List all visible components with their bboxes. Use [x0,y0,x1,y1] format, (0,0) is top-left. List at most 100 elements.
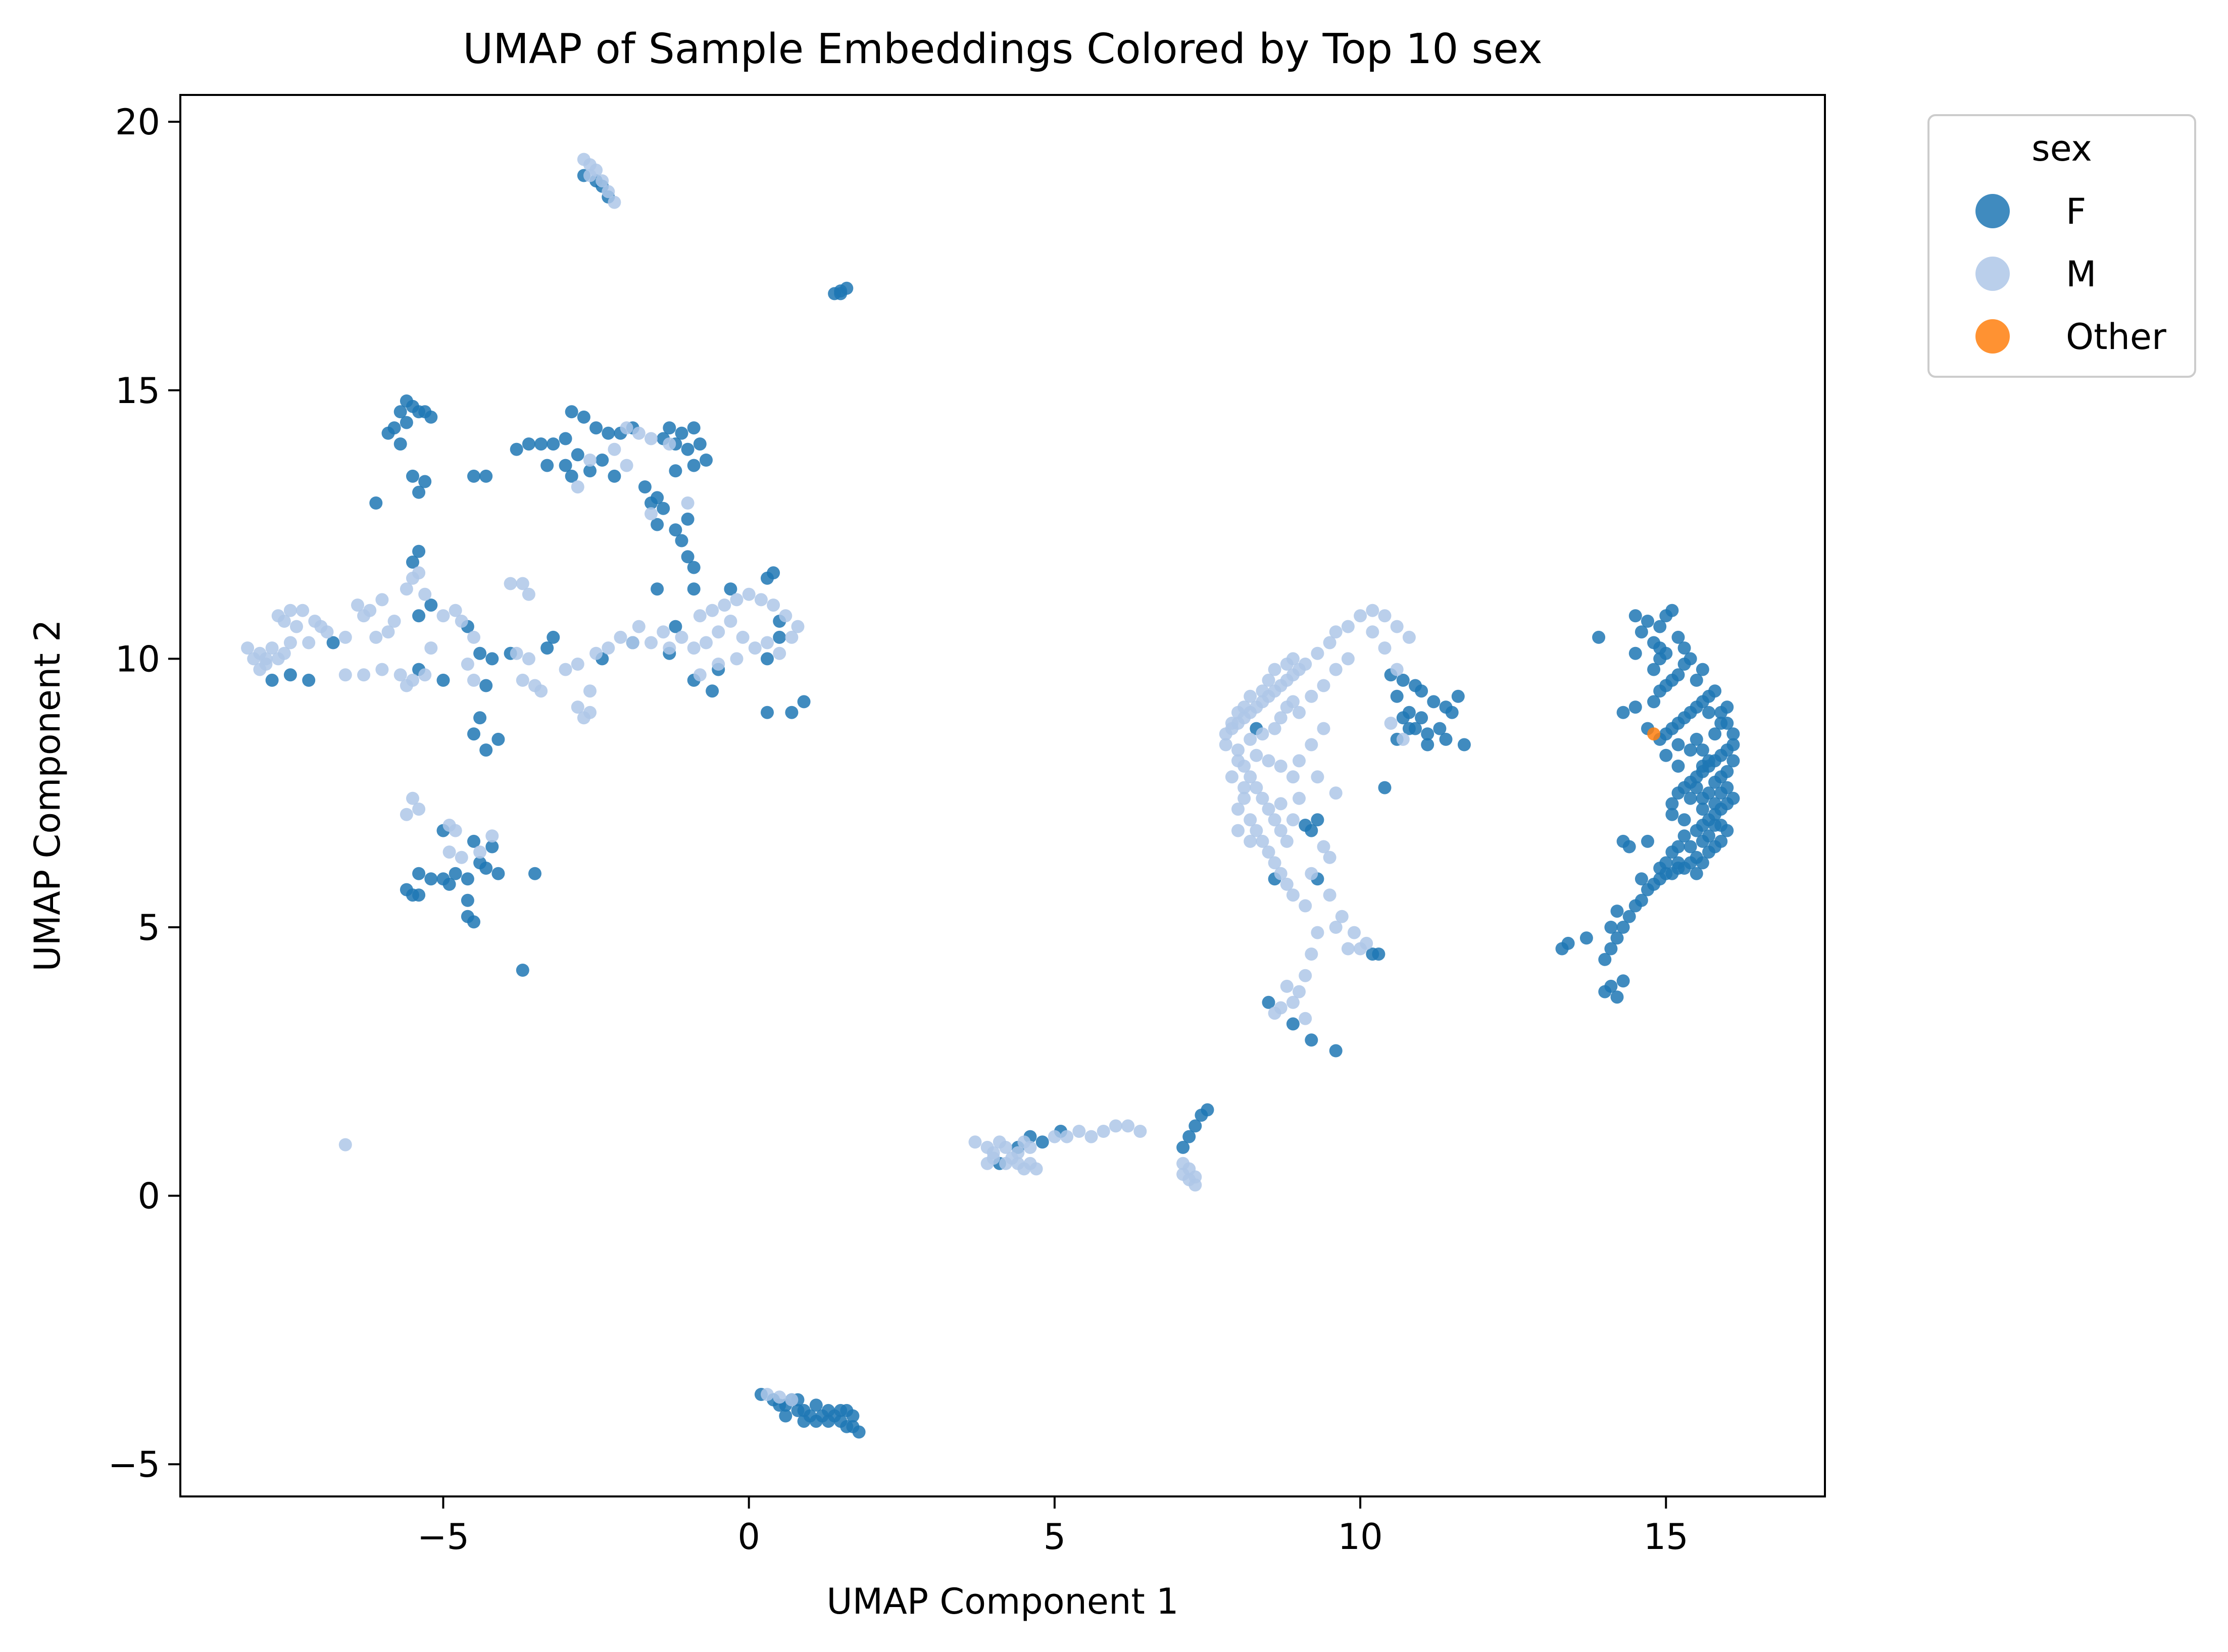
y-tick-label: 15 [115,370,160,412]
data-point [1072,1125,1086,1138]
data-point [1628,609,1642,623]
series-other [1647,727,1661,741]
data-point [1628,646,1642,660]
data-point [1720,781,1734,794]
data-point [669,464,682,478]
data-point [767,598,780,612]
data-point [1280,979,1294,993]
data-point [1635,893,1648,907]
data-point [473,845,487,859]
data-point [571,480,584,494]
data-point [1231,754,1245,768]
data-point [589,646,603,660]
data-point [1250,748,1263,762]
data-point [522,437,535,451]
data-point [1268,1007,1281,1020]
data-point [809,1398,823,1412]
data-point [1439,732,1453,746]
data-point [596,454,609,467]
data-point [467,915,480,929]
data-point [1726,738,1740,752]
data-point [1189,1119,1202,1133]
data-point [1305,689,1318,703]
data-point [986,1152,1000,1165]
data-point [1029,1162,1043,1176]
data-point [1311,646,1324,660]
data-point [1622,840,1636,854]
data-point [1372,947,1385,961]
data-point [1299,969,1312,982]
data-point [540,459,554,472]
data-point [761,1388,774,1401]
data-point [1604,921,1618,934]
data-point [1696,856,1709,870]
data-point [516,577,529,590]
data-point [1647,695,1661,709]
data-point [283,604,297,617]
data-point [565,469,578,483]
data-point [620,459,633,472]
data-point [1048,1130,1061,1143]
data-point [1702,829,1715,843]
data-point [1311,813,1324,827]
data-point [687,561,701,574]
data-point [577,410,590,424]
data-point [461,872,474,886]
data-point [1708,727,1722,741]
data-point [1133,1125,1147,1138]
data-point [1659,748,1673,762]
data-point [1219,738,1232,752]
data-point [338,630,352,644]
data-point [1335,910,1349,923]
data-point [516,964,529,977]
data-point [442,845,456,859]
data-point [681,496,695,510]
legend-frame [1927,114,2196,378]
data-point [1610,931,1624,945]
data-point [412,803,426,816]
data-point [326,636,340,649]
data-point [1726,727,1740,741]
data-point [436,609,450,623]
data-point [1244,834,1257,848]
data-point [406,556,419,569]
data-point [314,620,328,633]
data-point [693,668,707,682]
data-point [657,625,670,639]
data-point [1286,888,1300,902]
data-point [1378,781,1392,794]
data-point [1305,1033,1318,1047]
data-point [1610,990,1624,1004]
data-point [602,641,615,655]
data-point [706,604,719,617]
legend-label-f: F [2066,191,2086,232]
data-point [1671,738,1685,752]
data-point [338,668,352,682]
data-point [485,829,499,843]
data-point [1329,663,1343,676]
data-point [834,287,848,301]
data-point [467,673,480,687]
data-point [675,426,688,440]
legend-marker-m [1975,257,2010,291]
data-point [1696,791,1709,805]
data-point [1250,781,1263,794]
data-point [1323,636,1336,649]
data-point [1360,936,1373,950]
data-point [1641,834,1654,848]
data-point [375,663,389,676]
data-point [1684,652,1697,666]
data-point [1708,797,1722,811]
data-point [724,582,737,596]
data-point [1237,791,1251,805]
data-point [351,598,364,612]
data-point [1244,770,1257,784]
data-point [1421,727,1434,741]
data-point [1647,727,1661,741]
data-point [461,658,474,671]
data-point [1011,1146,1025,1160]
data-point [852,1425,866,1439]
data-point [241,641,255,655]
data-point [1274,867,1288,880]
data-point [406,469,419,483]
